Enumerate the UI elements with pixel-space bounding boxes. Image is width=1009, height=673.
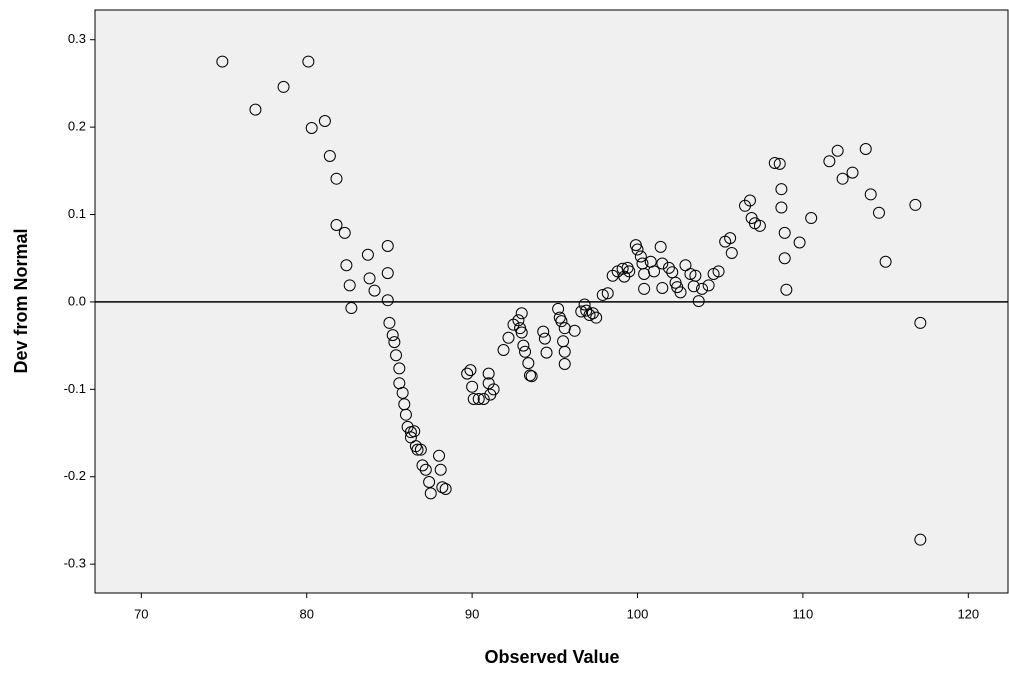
x-tick-label: 100 [627,606,649,621]
x-tick-label: 90 [465,606,479,621]
x-axis-title: Observed Value [484,647,619,667]
x-tick-label: 80 [299,606,313,621]
chart: Observed Value Dev from Normal 0.3 0.2 0.1… [0,0,1009,673]
y-tick-label: -0.2 [64,468,86,483]
y-tick-label: 0.3 [68,31,86,46]
y-tick-label: -0.3 [64,556,86,571]
x-tick-label: 120 [957,606,979,621]
y-tick-label: 0.1 [68,206,86,221]
y-tick-label: -0.1 [64,381,86,396]
x-tick-label: 70 [134,606,148,621]
x-tick-label: 110 [793,606,814,621]
y-axis-title: Dev from Normal [11,228,31,373]
y-tick-label: 0.2 [68,119,86,134]
y-tick-label: 0.0 [68,293,86,308]
